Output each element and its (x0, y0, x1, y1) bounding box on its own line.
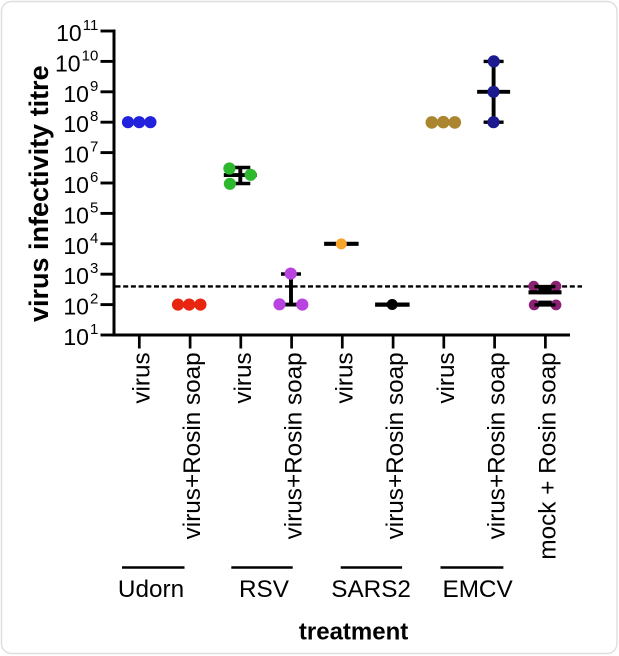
svg-text:106: 106 (63, 169, 98, 198)
svg-text:virus+Rosin soap: virus+Rosin soap (484, 352, 511, 539)
svg-text:treatment: treatment (299, 619, 408, 646)
svg-text:102: 102 (63, 291, 98, 320)
svg-text:virus+Rosin soap: virus+Rosin soap (382, 352, 409, 539)
svg-text:EMCV: EMCV (442, 576, 513, 603)
svg-text:virus: virus (331, 352, 358, 403)
svg-text:virus: virus (128, 352, 155, 403)
svg-text:virus+Rosin soap: virus+Rosin soap (179, 352, 206, 539)
svg-text:109: 109 (63, 78, 98, 107)
svg-text:mock + Rosin soap: mock + Rosin soap (534, 352, 561, 559)
svg-text:virus: virus (230, 352, 257, 403)
svg-text:104: 104 (63, 230, 98, 259)
svg-text:virus+Rosin soap: virus+Rosin soap (281, 352, 308, 539)
svg-text:108: 108 (63, 108, 98, 137)
svg-text:105: 105 (63, 199, 98, 228)
svg-text:103: 103 (63, 260, 98, 289)
svg-text:virus: virus (433, 352, 460, 403)
svg-text:107: 107 (63, 139, 98, 168)
svg-text:SARS2: SARS2 (331, 576, 411, 603)
svg-text:virus infectivity titre: virus infectivity titre (24, 65, 54, 322)
svg-text:RSV: RSV (239, 576, 290, 603)
svg-text:1011: 1011 (56, 17, 98, 46)
svg-text:Udorn: Udorn (118, 576, 184, 603)
svg-text:1010: 1010 (55, 47, 98, 76)
svg-text:101: 101 (63, 321, 98, 350)
